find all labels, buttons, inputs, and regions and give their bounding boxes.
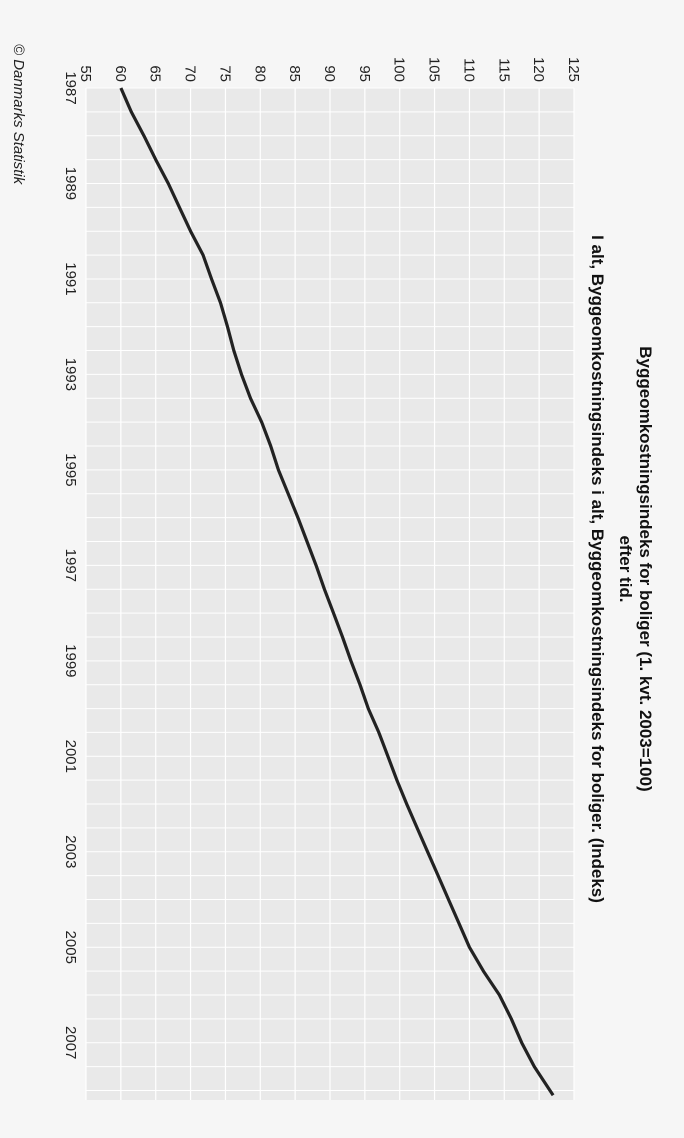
- series-line: [119, 87, 555, 1097]
- y-tick-label: 70: [182, 65, 199, 82]
- x-tick-label: 1989: [62, 167, 79, 200]
- x-tick-label: 1993: [62, 358, 79, 391]
- rotated-chart: Byggeomkostningsindeks for boliger (1. k…: [10, 44, 655, 1100]
- x-tick-label: 1995: [62, 453, 79, 486]
- y-tick-label: 85: [286, 65, 303, 82]
- y-tick-label: 60: [112, 65, 129, 82]
- chart-title: Byggeomkostningsindeks for boliger (1. k…: [636, 346, 655, 791]
- y-tick-label: 100: [391, 57, 408, 82]
- x-tick-label: 2001: [62, 740, 79, 773]
- y-tick-label: 80: [251, 65, 268, 82]
- x-axis: 1987 1989 1991 1993 1995 1997 1999 2001 2003 2005…: [62, 71, 79, 1059]
- y-tick-label: 55: [77, 65, 94, 82]
- y-tick-label: 120: [530, 57, 547, 82]
- legend-label: I alt, Byggeomkostningsindeks i alt, Byg…: [588, 235, 607, 903]
- chart-subtitle: efter tid.: [616, 535, 635, 602]
- y-tick-label: 125: [565, 57, 582, 82]
- series-group: [119, 87, 555, 1097]
- y-tick-label: 75: [216, 65, 233, 82]
- x-tick-label: 1987: [62, 71, 79, 104]
- grid: [85, 87, 575, 1100]
- x-tick-label: 1999: [62, 644, 79, 677]
- x-tick-label: 2007: [62, 1026, 79, 1059]
- x-tick-label: 1991: [62, 262, 79, 295]
- x-tick-label: 1997: [62, 549, 79, 582]
- y-tick-label: 115: [495, 58, 512, 82]
- y-tick-label: 95: [356, 65, 373, 82]
- x-tick-label: 2005: [62, 931, 79, 964]
- credit-text: © Danmarks Statistik: [10, 44, 27, 186]
- y-tick-label: 90: [321, 65, 338, 82]
- y-tick-label: 105: [426, 57, 443, 82]
- x-tick-label: 2003: [62, 835, 79, 868]
- y-axis: 55 60 65 70 75 80 85 90 95 100 105 110 115 120 125: [77, 57, 582, 82]
- y-tick-label: 110: [460, 58, 477, 82]
- y-tick-label: 65: [147, 65, 164, 82]
